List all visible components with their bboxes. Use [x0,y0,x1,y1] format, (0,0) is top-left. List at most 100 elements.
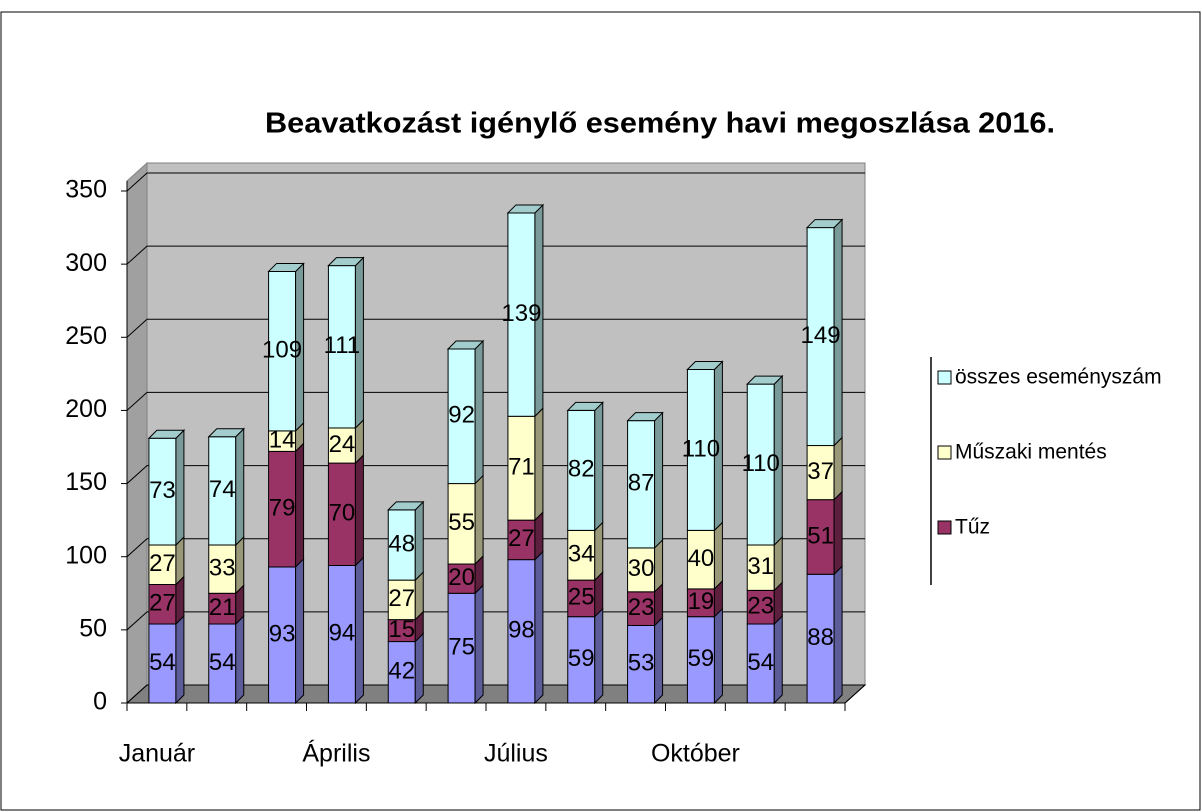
value-label: 109 [262,337,302,364]
grid-line [126,611,865,631]
bar-side [474,339,484,485]
value-label: 92 [448,402,475,429]
bar-top [446,340,485,350]
value-label: 59 [568,645,595,672]
value-label: 149 [801,322,841,349]
floor-edge [844,684,866,704]
value-label: 54 [747,649,774,676]
value-label: 94 [329,620,356,647]
y-tick-label: 200 [65,395,107,423]
y-tick-label: 150 [65,468,107,496]
value-label: 71 [508,454,535,481]
bar-top [387,501,425,511]
y-tick-label: 50 [79,614,107,642]
bar-side [354,556,364,705]
grid-line [126,172,865,192]
value-label: 98 [508,617,535,644]
value-label: 27 [388,585,415,612]
bar-side [175,614,185,705]
bar-top [805,219,844,229]
bar-side [414,632,424,705]
chart-title: Beavatkozást igénylő esemény havi megosz… [265,108,1055,140]
bar-side [534,550,544,705]
legend-label: Tűz [955,516,990,539]
value-label: 139 [501,300,541,327]
bar-segment [686,529,715,590]
bar-top [686,360,724,370]
bar-side [833,436,843,501]
bar-segment [327,462,356,566]
bar-side [295,557,305,705]
bar-side [235,614,245,705]
value-label: 88 [807,624,834,651]
bar-segment [327,427,356,464]
bar-top [746,375,784,385]
bar-segment [507,415,536,521]
value-label: 82 [568,456,595,483]
bar-segment [627,591,656,626]
bar-side [414,500,424,582]
bar-top [506,204,545,214]
bar-segment [567,409,596,531]
bar-segment [746,544,775,591]
bar-segment [806,573,835,704]
value-label: 110 [742,450,780,477]
bar-side [833,565,843,705]
legend-label: Műszaki mentés [955,441,1107,464]
value-label: 27 [149,550,176,577]
bar-segment [507,559,536,704]
bar-top [626,412,664,422]
value-label: 20 [448,564,475,591]
value-label: 42 [388,658,415,685]
grid-line [126,391,865,411]
bar-segment [627,624,656,704]
bar-segment [447,348,476,485]
bar-side [773,614,783,705]
value-label: 59 [688,645,715,672]
value-label: 73 [149,477,176,504]
bar-segment [806,445,835,501]
bar-segment [507,519,536,561]
value-label: 75 [448,633,475,660]
bar-side [235,427,245,547]
legend-swatch [937,370,952,385]
value-label: 74 [209,476,236,503]
bar-segment [447,592,476,704]
bar-top [566,401,604,411]
value-label: 27 [149,590,176,617]
x-tick-label: Október [651,740,740,768]
bar-side [713,521,723,591]
bar-side [474,474,484,566]
value-label: 23 [628,594,655,621]
grid-line [126,318,865,338]
side-wall [126,161,148,705]
bar-top [147,429,186,439]
bar-segment [148,623,177,704]
bar-segment [268,566,297,704]
bar-top [267,262,305,272]
value-label: 54 [149,649,176,676]
bar-side [654,538,664,594]
value-label: 54 [209,649,236,676]
bar-segment [327,564,356,704]
bar-side [773,535,783,592]
bar-side [354,453,364,567]
y-tick-label: 0 [93,688,107,716]
bar-side [534,407,544,522]
value-label: 33 [209,554,236,581]
bar-segment [567,529,596,581]
value-label: 34 [568,541,595,568]
bar-side [594,521,604,582]
bar-segment [268,270,297,432]
bar-segment [686,588,715,618]
bar-side [654,411,664,550]
value-label: 111 [324,332,360,359]
value-label: 15 [388,616,415,643]
bar-segment [208,623,237,704]
bar-segment [507,212,536,417]
y-tick-label: 300 [65,249,107,277]
value-label: 87 [628,470,655,497]
value-label: 51 [807,522,834,549]
value-label: 19 [688,588,715,615]
bar-side [594,607,604,705]
